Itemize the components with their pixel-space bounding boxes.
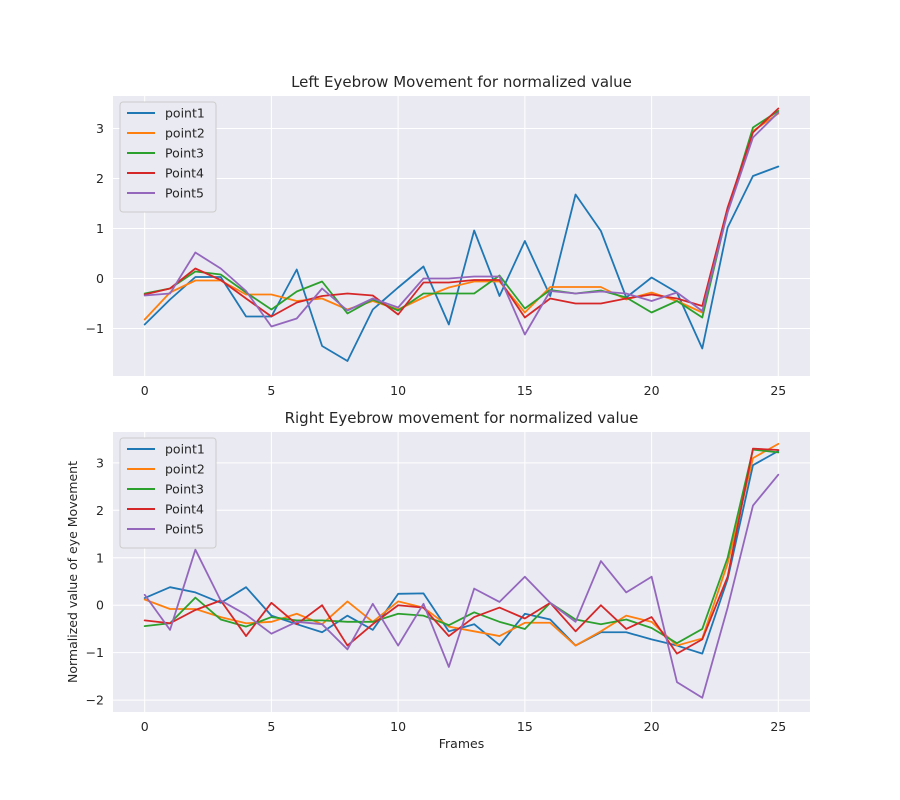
series-line-point4 <box>143 107 780 319</box>
x-tick-label: 20 <box>644 383 660 398</box>
legend-label: Point4 <box>165 166 204 181</box>
legend-label: point2 <box>165 462 205 477</box>
series-line-point3 <box>143 448 780 645</box>
chart-title: Right Eyebrow movement for normalized va… <box>285 409 639 427</box>
x-tick-label: 25 <box>770 719 786 734</box>
series-line-point3 <box>143 110 780 319</box>
x-tick-label: 25 <box>770 383 786 398</box>
legend-box <box>119 437 217 549</box>
x-tick-label: 0 <box>141 383 149 398</box>
x-tick-label: 5 <box>267 383 275 398</box>
plot-area <box>113 432 810 712</box>
x-tick-label: 10 <box>390 383 406 398</box>
y-tick-label: 1 <box>96 550 104 565</box>
series-line-point5 <box>143 111 780 336</box>
legend-label: Point4 <box>165 502 204 517</box>
x-tick-label: 15 <box>517 719 533 734</box>
series-line-point5 <box>143 473 780 699</box>
chart-title: Left Eyebrow Movement for normalized val… <box>291 73 632 91</box>
y-tick-label: −1 <box>86 321 104 336</box>
left-eyebrow-chart: 0 5 10 15 20 25 −1 0 1 2 3 Left Eyebrow Movement fo… <box>86 73 810 398</box>
right-eyebrow-chart: 0 5 10 15 20 25 −2 −1 0 1 2 3 Right Eyebrow movement… <box>65 409 810 751</box>
y-axis-label: Normalized value of eye Movement <box>65 461 80 683</box>
y-tick-label: 3 <box>96 455 104 470</box>
y-tick-label: 0 <box>96 271 104 286</box>
legend-label: Point3 <box>165 482 204 497</box>
y-tick-label: −2 <box>86 693 104 708</box>
legend: point1 point2 Point3 Point4 Point5 <box>119 101 217 213</box>
x-tick-label: 0 <box>141 719 149 734</box>
y-tick-label: 3 <box>96 121 104 136</box>
legend-label: point1 <box>165 106 205 121</box>
legend-label: Point3 <box>165 146 204 161</box>
legend-label: point2 <box>165 126 205 141</box>
legend-box <box>119 101 217 213</box>
y-tick-label: 0 <box>96 598 104 613</box>
y-tick-label: 2 <box>96 171 104 186</box>
y-tick-label: 2 <box>96 503 104 518</box>
legend-label: point1 <box>165 442 205 457</box>
x-tick-label: 20 <box>644 719 660 734</box>
x-tick-label: 15 <box>517 383 533 398</box>
legend-label: Point5 <box>165 186 204 201</box>
legend-label: Point5 <box>165 522 204 537</box>
x-tick-label: 10 <box>390 719 406 734</box>
y-tick-label: −1 <box>86 645 104 660</box>
y-tick-label: 1 <box>96 221 104 236</box>
legend: point1 point2 Point3 Point4 Point5 <box>119 437 217 549</box>
x-axis-label: Frames <box>439 736 484 751</box>
x-tick-label: 5 <box>267 719 275 734</box>
